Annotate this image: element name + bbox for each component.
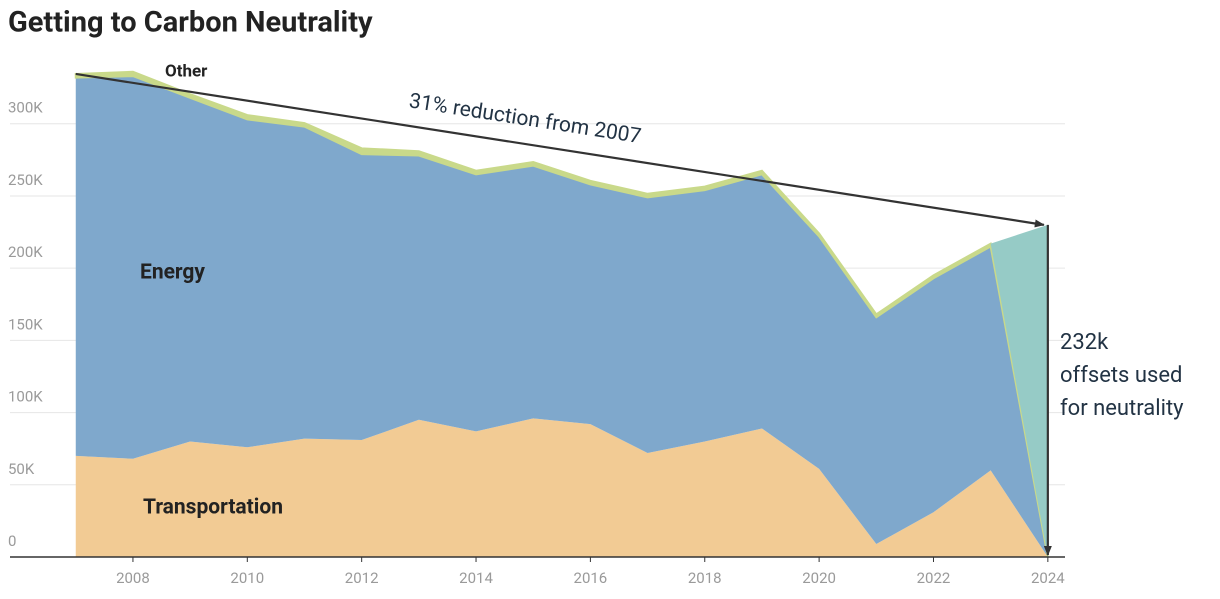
y-tick-label: 150K [8, 315, 43, 333]
series-label: Energy [140, 261, 205, 285]
y-tick-label: 250K [8, 171, 43, 189]
y-tick-label: 100K [8, 388, 43, 406]
chart-title: Getting to Carbon Neutrality [8, 6, 373, 40]
series-label: Transportation [143, 496, 283, 520]
series-label: Other [165, 61, 208, 81]
x-tick-label: 2014 [459, 569, 493, 587]
y-tick-label: 200K [8, 243, 43, 261]
y-tick-label: 0 [8, 532, 16, 550]
x-tick-label: 2022 [917, 569, 951, 587]
y-tick-label: 50K [8, 460, 35, 478]
area [75, 418, 1048, 557]
annotation: 232k [1060, 330, 1109, 355]
x-tick-label: 2016 [574, 569, 608, 587]
area [75, 76, 1048, 557]
annotation: offsets used [1060, 363, 1182, 388]
area [990, 224, 1048, 557]
y-tick-label: 300K [8, 99, 43, 117]
x-tick-label: 2012 [345, 569, 379, 587]
x-tick-label: 2010 [230, 569, 264, 587]
x-tick-label: 2018 [688, 569, 722, 587]
annotation: for neutrality [1060, 396, 1184, 421]
area [74, 70, 1049, 558]
annotation: 31% reduction from 2007 [407, 89, 642, 149]
trend-arrow [75, 72, 1045, 228]
x-tick-label: 2008 [116, 569, 150, 587]
x-tick-label: 2020 [802, 569, 836, 587]
x-tick-label: 2024 [1031, 569, 1065, 587]
